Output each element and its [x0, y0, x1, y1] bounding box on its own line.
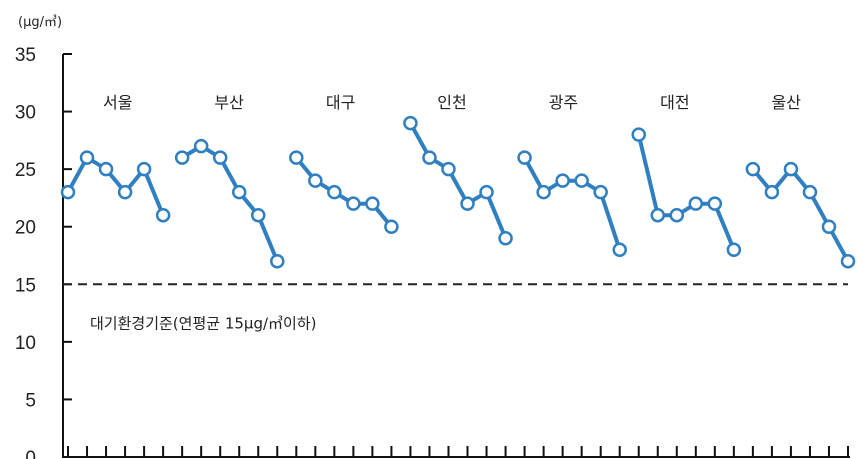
series-line-2	[181, 144, 280, 263]
series-label-2: 부산	[214, 93, 244, 112]
data-point-1-6	[155, 207, 171, 223]
data-point-5-4	[574, 173, 589, 188]
data-point-4-2	[422, 150, 437, 165]
series-5	[517, 150, 627, 257]
y-tick-label-10: 10	[15, 333, 36, 354]
y-tick-label-0: 0	[25, 448, 36, 459]
series-label-5: 광주	[549, 93, 578, 112]
data-point-4-6	[498, 230, 513, 246]
data-point-5-6	[612, 242, 627, 257]
series-6	[631, 127, 742, 257]
data-point-7-6	[840, 254, 856, 269]
data-point-3-5	[365, 196, 380, 211]
data-point-3-2	[308, 173, 323, 188]
y-tick-label-5: 5	[25, 390, 36, 411]
series-2	[174, 138, 285, 269]
series-7	[745, 161, 856, 269]
series-label-6: 대전	[660, 93, 689, 112]
data-point-1-1	[60, 184, 76, 200]
series-line-7	[751, 167, 850, 263]
series-label-4: 인천	[437, 93, 466, 112]
data-point-5-5	[593, 184, 608, 200]
data-point-7-1	[745, 161, 761, 177]
series-line-3	[294, 156, 393, 228]
series-1	[60, 150, 171, 223]
data-point-4-4	[460, 196, 475, 211]
data-point-3-4	[346, 196, 361, 211]
data-point-4-3	[441, 161, 456, 177]
data-point-7-5	[821, 219, 837, 234]
data-point-7-2	[764, 184, 780, 200]
reference-line-label: 대기환경기준(연평균 15μg/㎥이하)	[90, 314, 316, 332]
data-point-1-4	[117, 184, 133, 200]
data-point-5-1	[517, 150, 532, 165]
series-label-7: 울산	[772, 93, 802, 112]
series-line-6	[636, 134, 736, 251]
data-point-3-1	[289, 150, 304, 165]
data-point-6-1	[631, 127, 646, 142]
series-line-5	[522, 156, 622, 251]
data-point-6-5	[707, 196, 723, 211]
data-point-6-4	[688, 196, 704, 211]
series-3	[289, 150, 399, 234]
data-point-4-5	[479, 184, 494, 200]
series-4	[403, 115, 513, 246]
series-layer	[60, 115, 856, 269]
y-tick-label-30: 30	[15, 103, 36, 124]
data-point-5-3	[555, 173, 570, 188]
y-tick-label-25: 25	[15, 160, 36, 181]
y-tick-label-35: 35	[15, 45, 36, 66]
data-point-5-2	[536, 184, 551, 200]
y-axis-ticks: 0 5 10 15 20 25 30 35	[15, 45, 72, 459]
data-point-3-6	[384, 219, 399, 234]
data-point-4-1	[403, 115, 418, 131]
data-point-6-2	[650, 207, 666, 223]
series-line-4	[408, 122, 508, 239]
data-point-2-4	[231, 184, 247, 200]
data-point-7-4	[802, 184, 818, 200]
data-point-2-5	[250, 207, 266, 223]
data-point-3-3	[327, 184, 342, 200]
data-point-2-6	[270, 254, 285, 269]
data-point-1-3	[98, 161, 114, 177]
data-point-1-2	[79, 150, 95, 165]
data-point-7-3	[783, 161, 799, 177]
data-point-6-6	[726, 242, 742, 257]
data-point-1-5	[136, 161, 152, 177]
y-axis-unit-label: (μg/㎥)	[18, 15, 62, 30]
data-point-6-3	[669, 207, 685, 223]
y-tick-label-15: 15	[15, 275, 36, 296]
series-label-1: 서울	[103, 93, 132, 112]
series-label-3: 대구	[326, 93, 355, 112]
y-tick-label-20: 20	[15, 218, 36, 239]
city-labels: 서울 부산 대구 인천 광주 대전 울산	[103, 93, 801, 112]
data-point-2-2	[193, 138, 209, 154]
x-axis-ticks	[67, 446, 849, 457]
data-point-2-1	[174, 150, 190, 165]
data-point-2-3	[212, 150, 228, 165]
